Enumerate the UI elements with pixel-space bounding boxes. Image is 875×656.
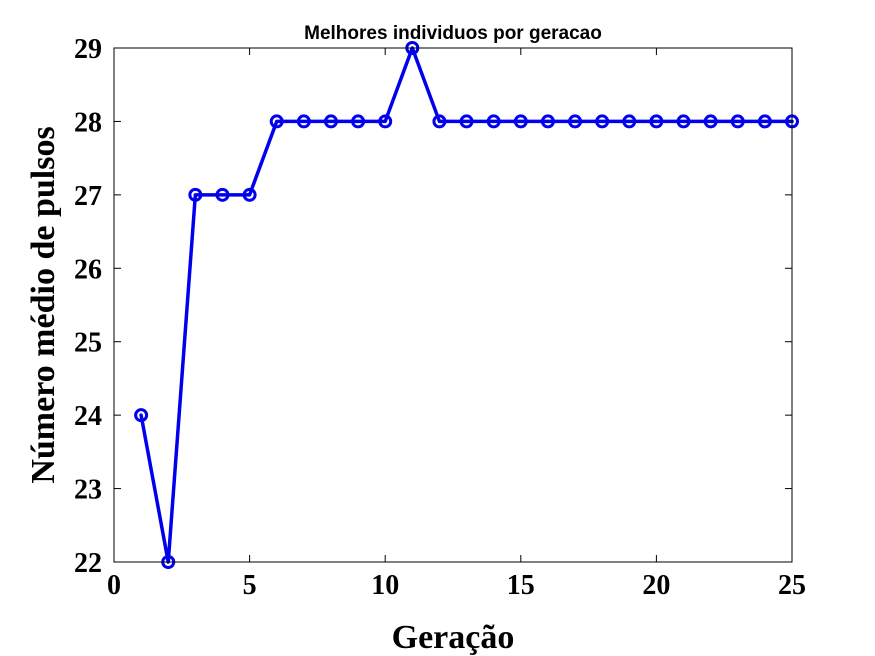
x-tick-label: 5 xyxy=(243,570,257,601)
tick-labels: 0 5 10 15 20 25 22 23 24 25 26 27 28 29 xyxy=(74,34,806,601)
data-point xyxy=(703,114,718,129)
chart-title: Melhores individuos por geracao xyxy=(304,23,602,44)
data-point xyxy=(595,114,610,129)
data-point xyxy=(486,114,501,129)
series-line xyxy=(139,46,794,564)
data-point xyxy=(432,114,447,129)
data-point xyxy=(296,114,311,129)
x-axis-label: Geração xyxy=(392,619,515,656)
plot-area xyxy=(114,48,792,562)
data-point xyxy=(323,114,338,129)
data-point xyxy=(513,114,528,129)
plot-frame xyxy=(113,47,793,563)
data-point xyxy=(215,187,230,202)
x-tick-label: 25 xyxy=(778,570,806,601)
y-tick-label: 29 xyxy=(74,34,102,65)
y-tick-label: 27 xyxy=(74,181,102,212)
data-point xyxy=(730,114,745,129)
y-tick-label: 25 xyxy=(74,328,102,359)
y-tick-label: 26 xyxy=(74,254,102,285)
data-point xyxy=(378,114,393,129)
data-point xyxy=(269,114,284,129)
data-point xyxy=(649,114,664,129)
data-point xyxy=(242,187,257,202)
data-point xyxy=(676,114,691,129)
data-point xyxy=(459,114,474,129)
data-point xyxy=(622,114,637,129)
data-point xyxy=(568,114,583,129)
y-tick-label: 28 xyxy=(74,107,102,138)
y-axis-label: Número médio de pulsos xyxy=(25,126,62,483)
y-tick-label: 23 xyxy=(74,475,102,506)
x-tick-label: 15 xyxy=(507,570,535,601)
data-point xyxy=(757,114,772,129)
series-layer xyxy=(134,41,799,569)
data-point xyxy=(351,114,366,129)
y-tick-label: 24 xyxy=(74,401,102,432)
x-tick-label: 0 xyxy=(107,570,121,601)
data-point xyxy=(134,408,149,423)
y-tick-label: 22 xyxy=(74,548,102,579)
x-tick-label: 10 xyxy=(371,570,399,601)
data-point xyxy=(540,114,555,129)
data-point xyxy=(188,187,203,202)
x-tick-label: 20 xyxy=(642,570,670,601)
